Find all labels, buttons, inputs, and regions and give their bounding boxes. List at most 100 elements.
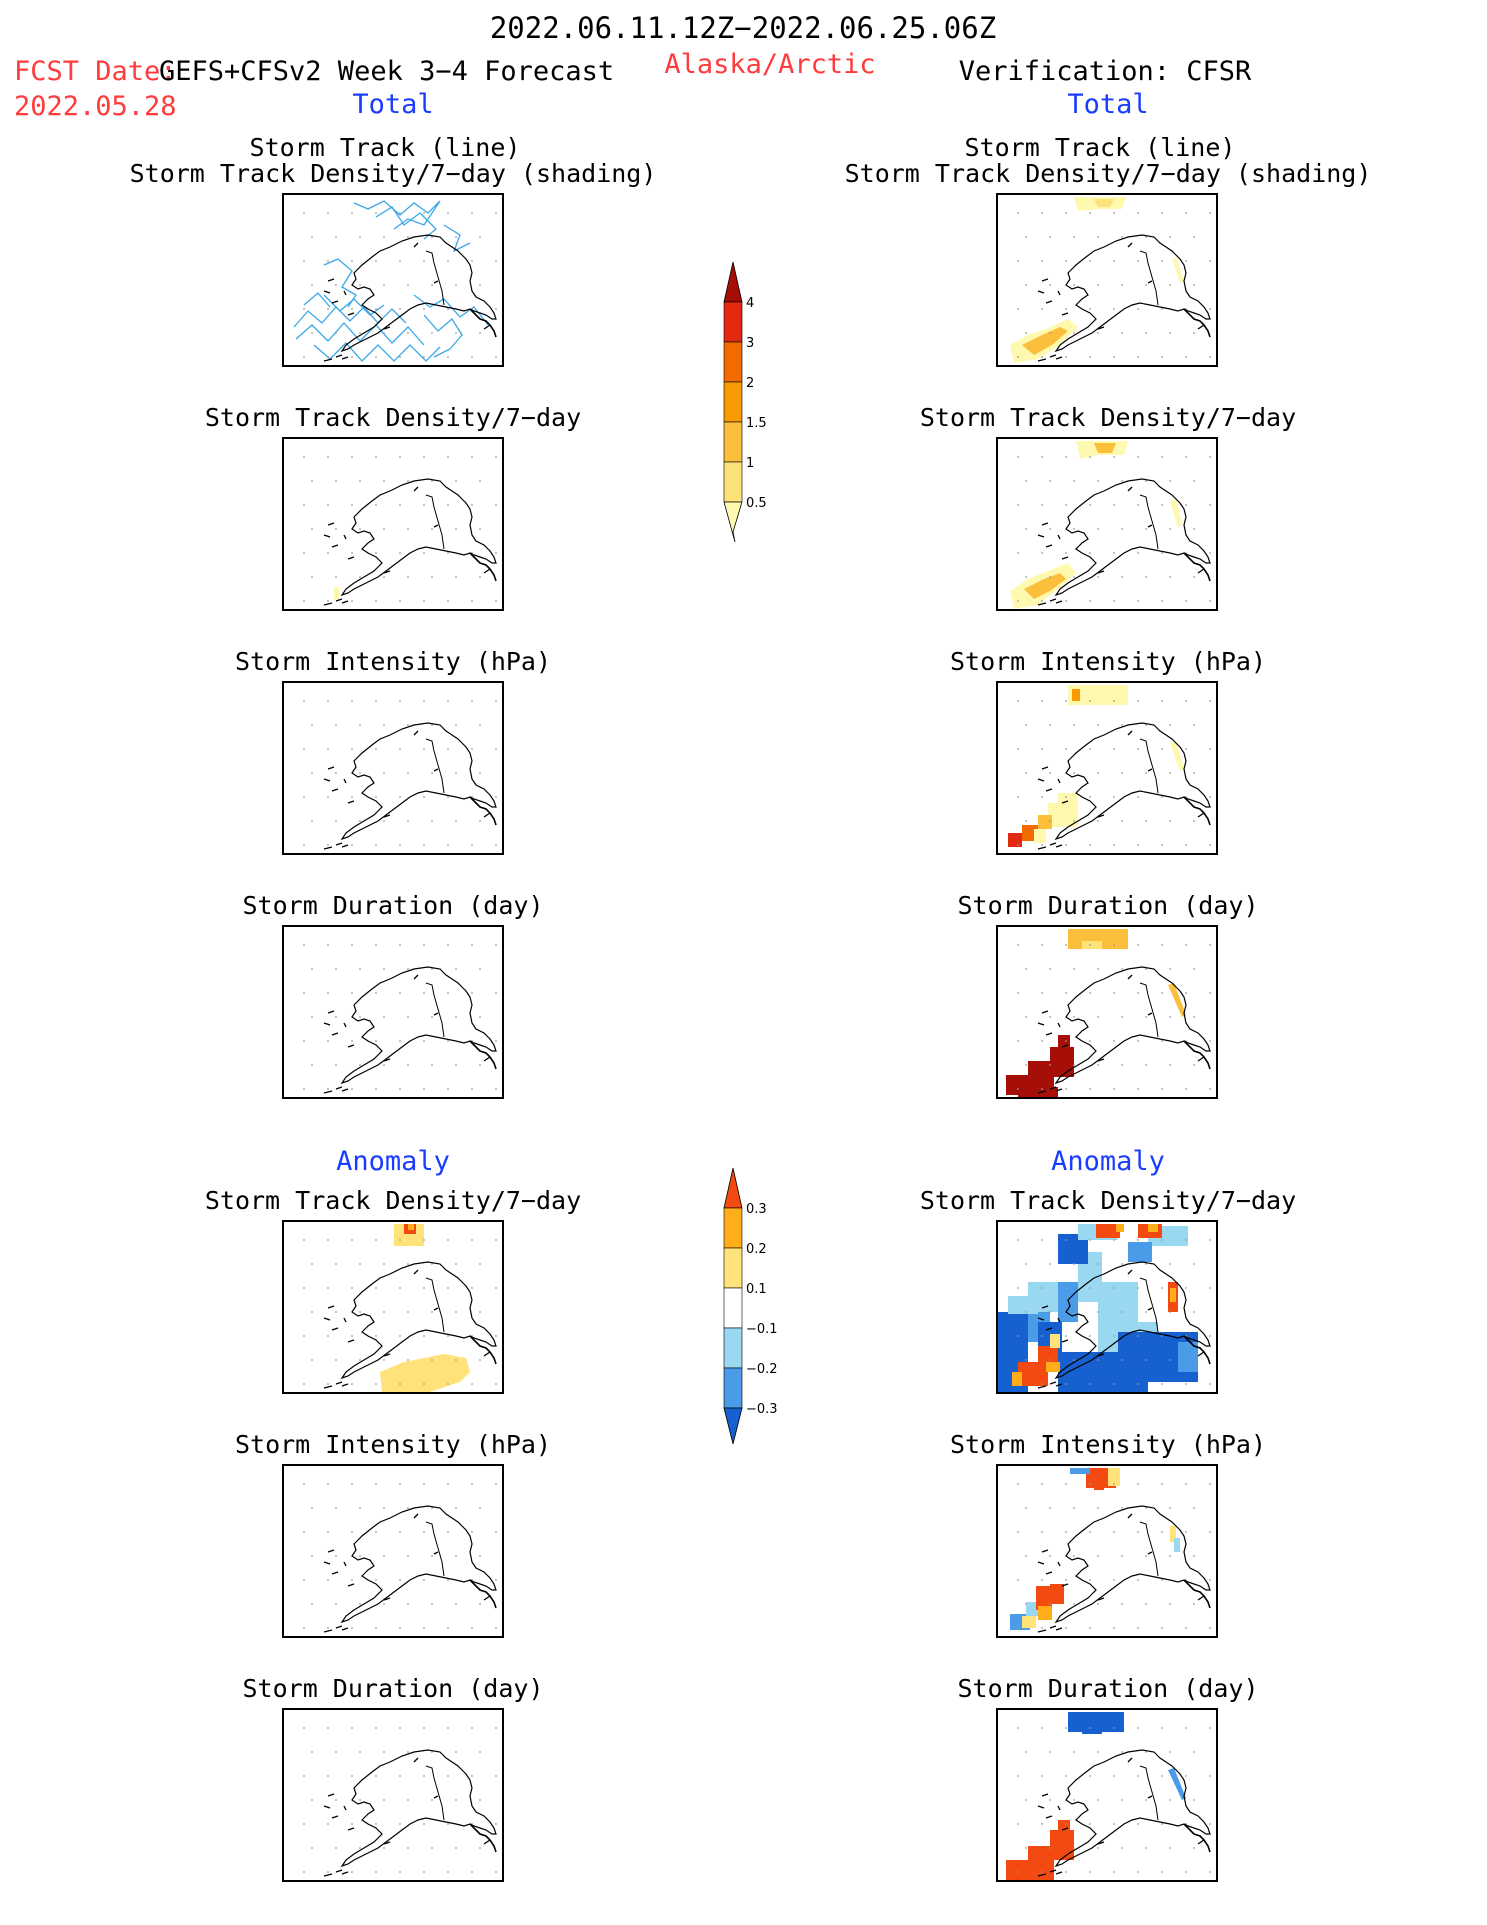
island-2 (1045, 1327, 1053, 1331)
island-8 (413, 486, 419, 492)
island-5 (383, 814, 391, 818)
island-3 (1057, 778, 1061, 784)
island-2 (331, 300, 339, 304)
colorbar-total-svg: 0.5 1 1.5 2 3 4 (723, 261, 767, 543)
panhandle (1183, 308, 1211, 338)
island-7 (433, 768, 439, 772)
border-line (1139, 250, 1159, 306)
island-1 (323, 1022, 331, 1026)
title-ver-duration: Storm Duration (day) (957, 891, 1259, 920)
alaska-coastline (1054, 1749, 1211, 1868)
island-5 (383, 1841, 391, 1845)
title-fcst-duration: Storm Duration (day) (242, 891, 544, 920)
colorbar-tick-label: 2 (746, 376, 754, 391)
border-line (425, 1521, 445, 1577)
island-4 (1061, 1827, 1069, 1831)
map-fcst-intensity (282, 681, 504, 855)
island-9 (1197, 812, 1205, 818)
title-fcst-track-density-shading: Storm Track Density/7−day (shading) (129, 159, 657, 188)
island-0 (1041, 1793, 1049, 1797)
map-fcst-track-density (282, 437, 504, 611)
panhandle (1183, 1823, 1211, 1853)
colorbar-bottom-arrow (723, 501, 743, 543)
colorbar-tick-label: 0.1 (746, 1282, 767, 1297)
island-9 (1197, 1839, 1205, 1845)
aleutians (1037, 1869, 1057, 1877)
colorbar-segment-2 (723, 421, 743, 463)
panhandle (469, 552, 497, 582)
island-8 (1127, 486, 1133, 492)
border-line (1139, 1277, 1159, 1333)
title-fcst-anom-track-density: Storm Track Density/7−day (204, 1186, 582, 1215)
density-sw-mid (1022, 327, 1068, 355)
island-3 (343, 1022, 347, 1028)
colorbar-tick-label: 3 (746, 336, 754, 351)
island-5 (1097, 1353, 1105, 1357)
panhandle (469, 1040, 497, 1070)
island-8 (1127, 1513, 1133, 1519)
island-5 (383, 1058, 391, 1062)
title-ver-intensity: Storm Intensity (hPa) (949, 647, 1267, 676)
island-5 (1097, 1058, 1105, 1062)
island-7 (433, 524, 439, 528)
island-0 (1041, 1549, 1049, 1553)
alaska-coastline (1054, 966, 1211, 1085)
colorbar-segment-1 (723, 1367, 743, 1409)
graticule (303, 700, 497, 846)
island-0 (327, 1305, 335, 1309)
island-6 (1055, 844, 1063, 848)
alaska-coastline (1054, 234, 1211, 353)
island-9 (1197, 1595, 1205, 1601)
island-2 (331, 1327, 339, 1331)
island-2 (331, 544, 339, 548)
island-7 (1147, 1012, 1153, 1016)
shading-layer (1006, 929, 1186, 1097)
colorbar-segment-5 (723, 301, 743, 343)
alaska-coastline (340, 722, 497, 841)
island-8 (1127, 974, 1133, 980)
island-5 (1097, 814, 1105, 818)
date-range-title: 2022.06.11.12Z−2022.06.25.06Z (489, 11, 997, 45)
island-8 (1127, 242, 1133, 248)
colorbar-tick-label: 0.5 (746, 496, 767, 511)
island-1 (1037, 290, 1045, 294)
island-9 (1197, 1056, 1205, 1062)
island-9 (1197, 568, 1205, 574)
island-2 (1045, 1815, 1053, 1819)
title-fcst-intensity: Storm Intensity (hPa) (234, 647, 552, 676)
aleutians (323, 1625, 343, 1633)
map-fcst-track-line (282, 193, 504, 367)
panhandle (1183, 1579, 1211, 1609)
graticule (1017, 944, 1211, 1090)
colorbar-tick-label: 0.3 (746, 1202, 767, 1217)
aleutians (1037, 1086, 1057, 1094)
island-4 (347, 800, 355, 804)
map-ver-anom-duration (996, 1708, 1218, 1882)
colorbar-tick-label: 1 (746, 456, 754, 471)
border-line (1139, 1521, 1159, 1577)
island-1 (1037, 1561, 1045, 1565)
colorbar-segment-5 (723, 1207, 743, 1249)
island-7 (433, 1012, 439, 1016)
alaska-coastline (340, 1261, 497, 1380)
island-3 (1057, 290, 1061, 296)
panhandle (469, 1823, 497, 1853)
density-shading (334, 587, 339, 599)
border-line (425, 1765, 445, 1821)
border-line (425, 738, 445, 794)
colorbar-segment-1 (723, 461, 743, 503)
title-ver-anom-duration: Storm Duration (day) (957, 1674, 1259, 1703)
border-line (425, 250, 445, 306)
island-6 (341, 1088, 349, 1092)
graticule (1017, 1727, 1211, 1873)
graticule (1017, 456, 1211, 602)
island-8 (413, 1513, 419, 1519)
map-svg (303, 1727, 497, 1877)
island-7 (1147, 1795, 1153, 1799)
island-0 (1041, 522, 1049, 526)
shading-layer (334, 587, 339, 599)
island-9 (483, 1351, 491, 1357)
island-6 (1055, 1627, 1063, 1631)
aleutians (1037, 1381, 1057, 1389)
island-1 (323, 778, 331, 782)
